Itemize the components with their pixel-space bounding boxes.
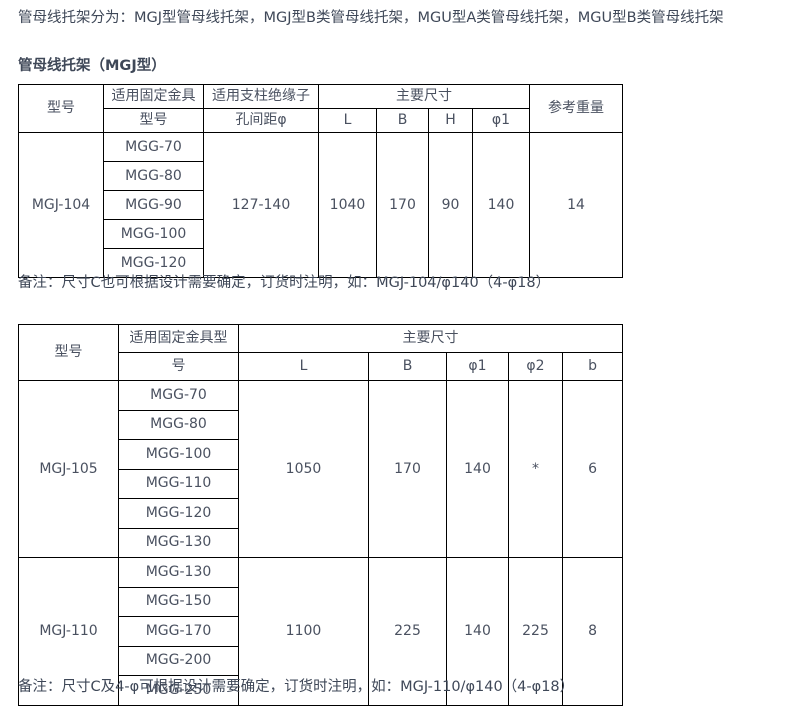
cell-B: 170 [368, 380, 447, 558]
cell-L: 1050 [238, 380, 369, 558]
table-row: MGG-170 [19, 616, 623, 647]
cell-fitting: MGG-110 [118, 468, 239, 499]
table-row: MGG-150 [19, 586, 623, 617]
header-model: 型号 [18, 324, 119, 381]
cell-fitting: MGG-130 [118, 557, 239, 588]
cell-B: 225 [368, 557, 447, 706]
header-phi1: φ1 [446, 352, 509, 381]
table-row: MGG-120 [19, 248, 623, 278]
table-row: MGG-110 [19, 468, 623, 499]
header-fitting-model-line2: 型号 [103, 108, 204, 133]
table-row: MGG-130 [19, 527, 623, 558]
header-insulator-line2: 孔间距φ [203, 108, 319, 133]
header-phi1: φ1 [472, 108, 530, 133]
header-L: L [238, 352, 369, 381]
cell-phi1: 140 [446, 557, 509, 706]
cell-phi1: 140 [446, 380, 509, 558]
intro-paragraph: 管母线托架分为：MGJ型管母线托架，MGJ型B类管母线托架，MGU型A类管母线托… [18, 10, 724, 26]
table-mgj-105-110: 型号 适用固定金具型 主要尺寸 号 L B φ1 φ2 b MGJ-105 MG… [18, 324, 624, 706]
cell-b: 8 [561, 557, 624, 706]
table-row: MGG-80 [19, 161, 623, 191]
header-fitting-model-line1: 适用固定金具型 [118, 324, 239, 353]
cell-fitting: MGG-120 [103, 248, 204, 278]
cell-fitting: MGG-170 [118, 616, 239, 647]
header-fitting-model-line1: 适用固定金具 [103, 84, 204, 109]
header-b: b [561, 352, 624, 381]
table-subheader-row: 号 L B φ1 φ2 b [19, 352, 624, 381]
cell-fitting: MGG-70 [118, 380, 239, 411]
table-row: MGJ-104 MGG-70 127-140 1040 170 90 140 1… [18, 132, 623, 278]
cell-model: MGJ-110 [18, 557, 119, 706]
header-insulator-line1: 适用支柱绝缘子 [203, 84, 319, 109]
cell-model: MGJ-105 [18, 380, 119, 558]
cell-fitting: MGG-70 [103, 132, 204, 162]
cell-ref-weight: 14 [529, 132, 623, 278]
header-main-dimensions: 主要尺寸 [318, 84, 530, 109]
table-row: MGJ-110 MGG-130 1100 225 140 225 8 [18, 557, 624, 706]
table-subheader-row: 型号 孔间距φ L B H φ1 [19, 108, 623, 133]
table-row: MGG-120 [19, 498, 623, 529]
cell-fitting: MGG-130 [118, 527, 239, 558]
cell-model: MGJ-104 [18, 132, 104, 278]
header-model: 型号 [18, 84, 104, 133]
cell-fitting: MGG-80 [118, 409, 239, 440]
cell-hole-spacing: 127-140 [203, 132, 319, 278]
header-phi2: φ2 [508, 352, 563, 381]
cell-fitting: MGG-150 [118, 586, 239, 617]
cell-fitting: MGG-200 [118, 645, 239, 676]
cell-fitting: MGG-80 [103, 161, 204, 191]
table-header-row: 型号 适用固定金具 适用支柱绝缘子 主要尺寸 参考重量 [18, 84, 623, 133]
cell-L: 1040 [318, 132, 377, 278]
header-B: B [368, 352, 447, 381]
cell-b: 6 [561, 380, 624, 558]
cell-fitting: MGG-100 [103, 219, 204, 249]
header-main-dimensions: 主要尺寸 [237, 324, 624, 353]
cell-phi1: 140 [472, 132, 530, 278]
table1-note: 备注：尺寸C也可根据设计需要确定，订货时注明，如：MGJ-104/φ140（4-… [18, 275, 551, 291]
cell-L: 1100 [238, 557, 369, 706]
cell-fitting: MGG-120 [118, 498, 239, 529]
header-H: H [428, 108, 473, 133]
cell-phi2: * [508, 380, 563, 558]
cell-fitting: MGG-90 [103, 190, 204, 220]
cell-fitting: MGG-100 [118, 439, 239, 470]
header-B: B [376, 108, 429, 133]
table-row: MGJ-105 MGG-70 1050 170 140 * 6 [18, 380, 624, 558]
cell-phi2: 225 [508, 557, 563, 706]
section-title: 管母线托架（MGJ型） [18, 58, 166, 74]
header-ref-weight: 参考重量 [529, 84, 623, 133]
header-fitting-model-line2: 号 [118, 352, 239, 381]
table-mgj-104: 型号 适用固定金具 适用支柱绝缘子 主要尺寸 参考重量 型号 孔间距φ L B … [18, 84, 623, 278]
header-L: L [318, 108, 377, 133]
table-header-row: 型号 适用固定金具型 主要尺寸 [18, 324, 624, 381]
cell-B: 170 [376, 132, 429, 278]
cell-H: 90 [428, 132, 473, 278]
table2-note: 备注：尺寸C及4-φ可根据设计需要确定，订货时注明，如：MGJ-110/φ140… [18, 679, 575, 695]
